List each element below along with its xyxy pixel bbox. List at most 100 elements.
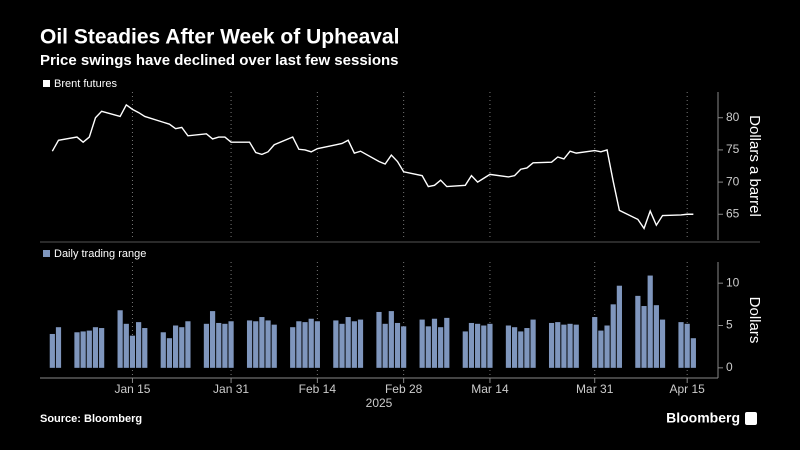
legend-swatch — [43, 80, 50, 87]
legend-swatch — [43, 250, 50, 257]
bar — [567, 323, 573, 368]
chart-title: Oil Steadies After Week of Upheaval — [40, 26, 399, 49]
bar — [296, 321, 302, 368]
bar — [524, 328, 530, 368]
bar — [659, 319, 666, 368]
bar — [246, 320, 253, 368]
chart-subtitle: Price swings have declined over last few… — [40, 52, 399, 69]
bar — [253, 321, 259, 368]
bar — [179, 327, 185, 368]
x-tick-label: Jan 15 — [114, 382, 150, 396]
legend-label: Brent futures — [54, 78, 117, 90]
bar — [302, 322, 308, 368]
bar — [49, 333, 55, 368]
bar — [475, 323, 481, 368]
bar — [185, 321, 191, 368]
y-tick-label: 75 — [726, 142, 740, 156]
x-tick-label: Mar 14 — [471, 382, 509, 396]
bar — [357, 319, 364, 368]
bar — [376, 311, 382, 368]
bar — [678, 322, 684, 368]
y-axis-label: Dollars — [746, 297, 763, 344]
bar — [690, 338, 696, 368]
bar — [222, 323, 228, 368]
bar — [431, 318, 438, 368]
y-tick-label: 70 — [726, 174, 740, 188]
bar — [641, 306, 647, 368]
bar — [339, 323, 345, 368]
bar — [345, 317, 351, 368]
bar — [505, 325, 512, 368]
bar — [173, 325, 179, 368]
bar — [259, 317, 265, 368]
bar — [228, 321, 234, 368]
bar — [92, 327, 99, 368]
bar — [512, 327, 518, 368]
bar — [592, 317, 598, 368]
bar — [271, 324, 277, 368]
x-tick-label: Feb 28 — [385, 382, 423, 396]
y-tick-label: 65 — [726, 206, 740, 220]
bar — [86, 330, 92, 368]
bar — [548, 322, 555, 368]
bar — [444, 317, 450, 368]
bar — [561, 324, 567, 368]
bar — [99, 328, 105, 368]
bar — [314, 321, 320, 368]
bar — [462, 331, 468, 368]
legend-label: Daily trading range — [54, 248, 146, 260]
bar — [203, 323, 210, 368]
bar — [616, 285, 622, 368]
price-line — [51, 103, 694, 230]
bar — [647, 275, 653, 368]
bar — [117, 310, 123, 368]
brand: Bloomberg — [666, 410, 740, 426]
bar — [129, 335, 136, 368]
y-tick-label: 10 — [726, 275, 740, 289]
bar — [123, 323, 129, 368]
bar — [160, 332, 166, 368]
bar — [438, 327, 444, 368]
bar — [382, 323, 388, 368]
bar — [209, 311, 216, 368]
bar — [308, 318, 314, 368]
bar — [610, 304, 616, 368]
bar — [166, 338, 173, 368]
bar — [518, 331, 524, 368]
x-tick-label: Mar 31 — [576, 382, 614, 396]
bar — [481, 325, 487, 368]
bar — [419, 319, 425, 368]
bar — [684, 323, 690, 368]
bar — [635, 295, 641, 368]
bar — [55, 327, 62, 368]
bar — [74, 332, 80, 368]
brand-icon — [745, 412, 757, 425]
bar — [290, 327, 296, 368]
y-tick-label: 0 — [726, 360, 733, 374]
x-tick-label: Jan 31 — [213, 382, 249, 396]
bar — [598, 330, 604, 368]
bar — [80, 331, 86, 368]
bar — [265, 320, 271, 368]
bar — [425, 326, 431, 368]
bar — [573, 324, 579, 368]
bar — [487, 323, 493, 368]
x-axis-label: 2025 — [366, 396, 393, 410]
x-tick-label: Feb 14 — [299, 382, 337, 396]
bar — [468, 322, 475, 368]
bar — [333, 320, 339, 368]
bar — [394, 322, 401, 368]
x-tick-label: Apr 15 — [670, 382, 706, 396]
bar — [142, 328, 148, 368]
bar — [401, 326, 407, 368]
bar — [136, 322, 142, 368]
y-axis-label: Dollars a barrel — [746, 115, 763, 217]
source: Source: Bloomberg — [40, 413, 142, 425]
bar — [351, 321, 357, 368]
bar — [216, 322, 222, 368]
bar — [530, 319, 536, 368]
bar — [388, 311, 394, 368]
bar — [604, 325, 610, 368]
